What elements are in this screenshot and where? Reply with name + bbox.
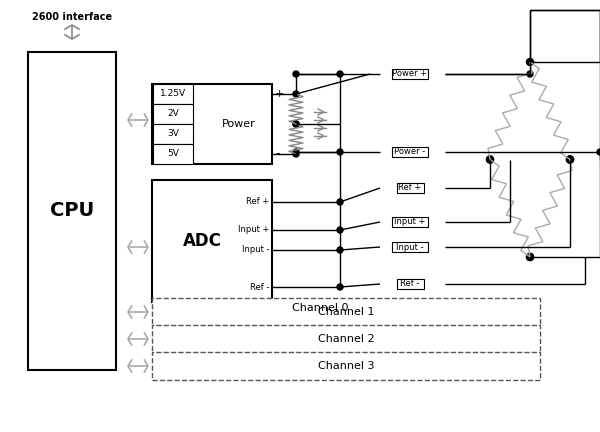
Text: 2600 interface: 2600 interface <box>32 12 112 22</box>
Circle shape <box>527 71 533 77</box>
Bar <box>392 147 428 157</box>
Circle shape <box>293 91 299 97</box>
Circle shape <box>566 156 574 163</box>
Circle shape <box>337 247 343 253</box>
Bar <box>152 84 272 164</box>
Circle shape <box>337 149 343 155</box>
Text: 2V: 2V <box>167 109 179 118</box>
Circle shape <box>293 151 299 157</box>
Circle shape <box>337 71 343 77</box>
Circle shape <box>293 71 299 77</box>
Text: Input +: Input + <box>394 217 425 226</box>
Text: Power -: Power - <box>394 147 425 156</box>
Bar <box>152 298 540 326</box>
Bar <box>152 325 540 353</box>
Text: Channel 2: Channel 2 <box>317 334 374 344</box>
Text: ADC: ADC <box>183 232 222 250</box>
Circle shape <box>597 149 600 155</box>
Circle shape <box>527 58 533 66</box>
Circle shape <box>487 156 493 163</box>
Text: Input -: Input - <box>396 242 424 251</box>
Text: Channel 0: Channel 0 <box>292 303 348 313</box>
Bar <box>152 352 540 380</box>
Text: -: - <box>275 147 280 161</box>
Text: Ref -: Ref - <box>250 283 269 292</box>
Circle shape <box>337 199 343 205</box>
Bar <box>153 124 193 144</box>
Bar <box>392 69 428 79</box>
Text: Input +: Input + <box>238 226 269 235</box>
Circle shape <box>293 121 299 127</box>
Bar <box>397 183 424 193</box>
Text: CPU: CPU <box>50 201 94 220</box>
Bar <box>397 279 424 289</box>
Text: Channel 3: Channel 3 <box>318 361 374 371</box>
Circle shape <box>566 156 574 163</box>
Circle shape <box>566 156 574 163</box>
Bar <box>153 84 193 104</box>
Text: Input -: Input - <box>241 245 269 254</box>
Text: 1.25V: 1.25V <box>160 89 186 98</box>
Text: 5V: 5V <box>167 149 179 159</box>
Circle shape <box>337 227 343 233</box>
Bar <box>153 104 193 124</box>
Text: 3V: 3V <box>167 130 179 139</box>
Text: Power: Power <box>221 119 255 129</box>
Text: Power +: Power + <box>392 70 428 79</box>
Bar <box>392 242 428 252</box>
Bar <box>153 144 193 164</box>
Circle shape <box>527 254 533 260</box>
Text: +: + <box>275 89 284 99</box>
Bar <box>530 10 600 62</box>
Bar <box>28 52 116 370</box>
Bar <box>392 217 428 227</box>
Text: Ref +: Ref + <box>398 184 422 193</box>
Text: Ref -: Ref - <box>400 280 419 289</box>
Bar <box>152 180 272 302</box>
Text: Ref +: Ref + <box>246 197 269 206</box>
Circle shape <box>527 254 533 260</box>
Circle shape <box>487 156 493 163</box>
Circle shape <box>293 149 299 155</box>
Circle shape <box>293 121 299 127</box>
Text: Channel 1: Channel 1 <box>318 307 374 317</box>
Circle shape <box>337 284 343 290</box>
